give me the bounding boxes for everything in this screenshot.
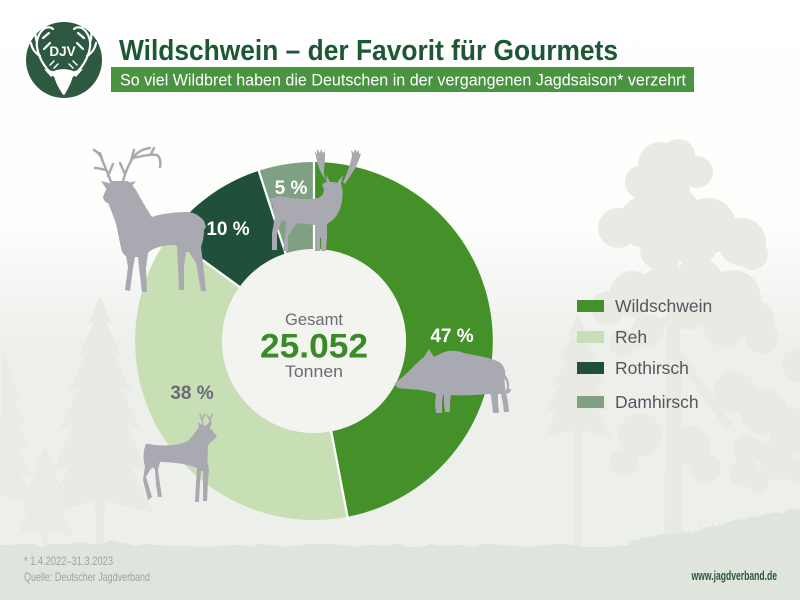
svg-text:Tonnen: Tonnen (285, 362, 343, 381)
svg-text:Wildschwein: Wildschwein (615, 296, 712, 316)
svg-text:Gesamt: Gesamt (285, 310, 343, 329)
svg-text:Wildschwein – der Favorit für: Wildschwein – der Favorit für Gourmets (119, 35, 618, 67)
svg-text:10 %: 10 % (206, 219, 249, 240)
svg-text:Damhirsch: Damhirsch (615, 392, 699, 412)
svg-text:www.jagdverband.de: www.jagdverband.de (691, 569, 777, 583)
svg-text:Rothirsch: Rothirsch (615, 358, 689, 378)
svg-text:Reh: Reh (615, 327, 647, 347)
svg-text:Quelle: Deutscher Jagdverband: Quelle: Deutscher Jagdverband (24, 570, 150, 584)
svg-text:So viel Wildbret haben die Deu: So viel Wildbret haben die Deutschen in … (120, 71, 686, 90)
svg-text:DJV: DJV (49, 44, 75, 59)
svg-text:5 %: 5 % (275, 178, 308, 199)
svg-text:38 %: 38 % (170, 383, 213, 404)
svg-text:25.052: 25.052 (260, 328, 368, 366)
svg-text:* 1.4.2022–31.3.2023: * 1.4.2022–31.3.2023 (24, 554, 113, 568)
svg-text:47 %: 47 % (430, 326, 473, 347)
